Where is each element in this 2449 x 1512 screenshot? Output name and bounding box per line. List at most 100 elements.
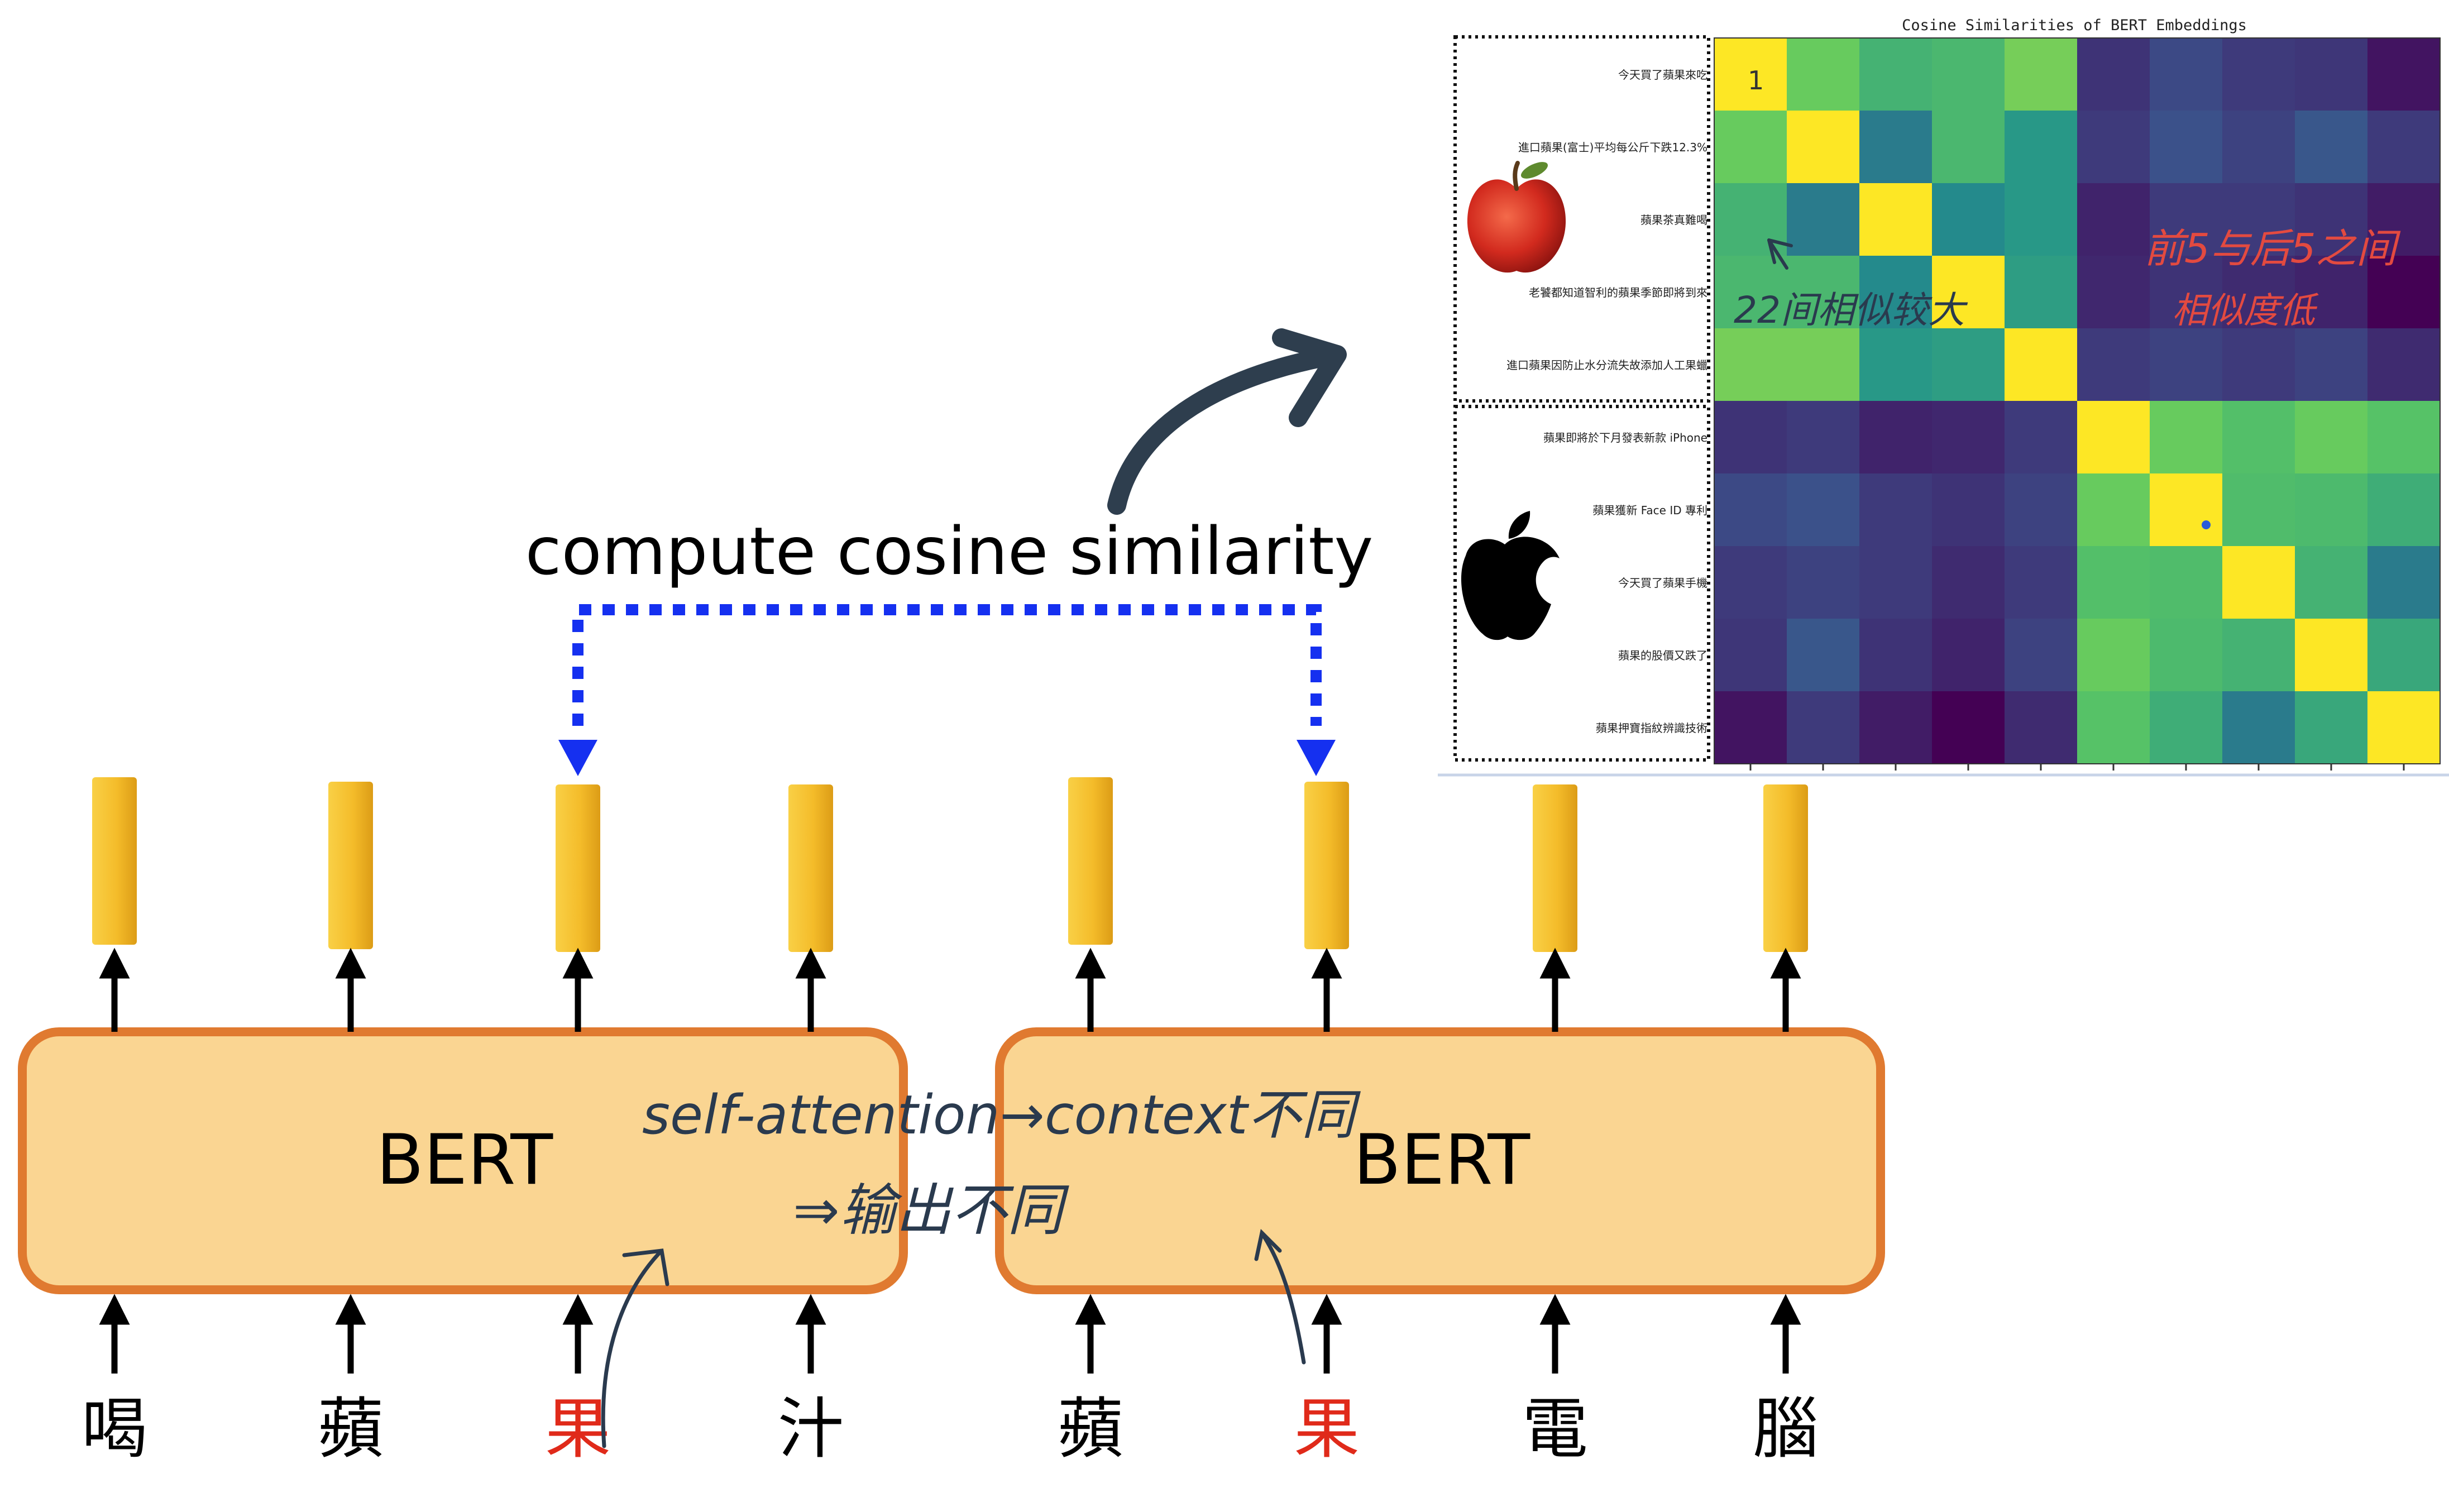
heatmap-cell [1932, 111, 2005, 183]
heatmap-cell [2295, 38, 2367, 111]
heatmap-cell [2222, 619, 2295, 691]
compute-similarity-label: compute cosine similarity [525, 513, 1374, 590]
heatmap-cell [1787, 38, 1859, 111]
annotation-pointer-right [1261, 1233, 1306, 1365]
heatmap-cell [2222, 473, 2295, 546]
heatmap-cell [2367, 328, 2440, 401]
heatmap-cell [1859, 328, 1932, 401]
heatmap-cell [2222, 256, 2295, 328]
heatmap-cells [1714, 38, 2440, 764]
handwritten-annotation: self-attention→context不同 ⇒输出不同 [601, 1084, 1361, 1448]
embedding-bar [328, 782, 373, 949]
heatmap-cell [1714, 691, 1787, 764]
heatmap-cell [2077, 38, 2150, 111]
heatmap-row-label: 今天買了蘋果手機 [1618, 576, 1707, 590]
apple-logo-icon [1461, 511, 1560, 640]
heatmap-cell [2295, 473, 2367, 546]
heatmap-row-label: 蘋果的股價又跌了 [1618, 649, 1707, 662]
heatmap-cell [1859, 691, 1932, 764]
embedding-bar [92, 777, 137, 945]
input-tokens: 喝蘋果汁蘋果電腦 [82, 1390, 1819, 1467]
connector-arrowhead-right [1297, 740, 1336, 776]
heatmap-cell [1932, 546, 2005, 619]
heatmap-cell [2077, 546, 2150, 619]
heatmap-cell [1859, 401, 1932, 473]
heatmap-cell [2150, 473, 2222, 546]
heatmap-row-label: 蘋果茶真難喝 [1640, 213, 1707, 227]
heatmap-cell [1714, 546, 1787, 619]
heatmap-cell [2005, 256, 2077, 328]
input-token: 果 [545, 1390, 611, 1467]
heatmap-cell [1714, 256, 1787, 328]
heatmap-note-right-2: 相似度低 [2172, 290, 2319, 332]
input-token: 電 [1522, 1390, 1588, 1467]
heatmap-cell [2150, 691, 2222, 764]
curved-arrow [1107, 328, 1347, 515]
annotation-line-2: ⇒输出不同 [793, 1178, 1070, 1243]
embedding-bar [1763, 784, 1808, 952]
heatmap-cell [2222, 401, 2295, 473]
heatmap-cell [1859, 256, 1932, 328]
heatmap-cell [1859, 183, 1932, 256]
heatmap-cell [1932, 401, 2005, 473]
heatmap-cell-annotation: 1 [1748, 65, 1764, 95]
heatmap-cell [2077, 473, 2150, 546]
heatmap-cell [2150, 111, 2222, 183]
heatmap-row-label: 今天買了蘋果來吃 [1618, 68, 1707, 82]
heatmap-frame [1714, 37, 2441, 764]
heatmap-cell [2005, 38, 2077, 111]
input-token: 蘋 [318, 1390, 384, 1467]
heatmap-cell [1787, 401, 1859, 473]
input-token: 腦 [1753, 1390, 1819, 1467]
heatmap-cell [1787, 691, 1859, 764]
heatmap-cell [1859, 38, 1932, 111]
apple-fruit-icon [1467, 161, 1566, 273]
heatmap-cell [2077, 183, 2150, 256]
heatmap-cell [1932, 38, 2005, 111]
group-box-fruit [1453, 35, 1710, 403]
heatmap-cell [2367, 111, 2440, 183]
embedding-bar [1304, 782, 1349, 949]
heatmap-cell [1787, 183, 1859, 256]
embedding-bar [556, 784, 600, 952]
heatmap-cell [2150, 328, 2222, 401]
bert-right-label: BERT [1353, 1120, 1531, 1200]
heatmap-cell [1932, 691, 2005, 764]
annotation-pointer-left [601, 1251, 661, 1448]
heatmap-cell [2295, 546, 2367, 619]
heatmap-cell [2295, 619, 2367, 691]
input-token: 果 [1294, 1390, 1360, 1467]
heatmap-cell [1932, 256, 2005, 328]
heatmap-cell [1859, 619, 1932, 691]
heatmap-title: Cosine Similarities of BERT Embeddings [1902, 17, 2247, 34]
heatmap-cell [1714, 111, 1787, 183]
heatmap-cell [1714, 38, 1787, 111]
heatmap-cell [1932, 619, 2005, 691]
heatmap-cell [2077, 691, 2150, 764]
heatmap-note-right-1: 前5与后5之间 [2144, 225, 2401, 272]
heatmap-cell [2077, 256, 2150, 328]
heatmap-row-label: 蘋果即將於下月發表新款 iPhone [1543, 431, 1707, 444]
token-arrows [99, 948, 1801, 1374]
embedding-bar [1068, 777, 1113, 945]
heatmap-cell [2077, 619, 2150, 691]
connector-arrowhead-left [558, 740, 597, 776]
heatmap-cell [2150, 256, 2222, 328]
annotation-line-1: self-attention→context不同 [642, 1084, 1361, 1146]
heatmap-cell [1787, 619, 1859, 691]
heatmap-cell [2367, 183, 2440, 256]
similarity-connector [558, 604, 1336, 776]
heatmap-cell [2077, 111, 2150, 183]
heatmap-cell [1787, 328, 1859, 401]
heatmap-cell [2295, 256, 2367, 328]
heatmap-cell [2005, 111, 2077, 183]
heatmap-row-label: 蘋果獲新 Face ID 專利 [1592, 504, 1707, 517]
heatmap-cell [2150, 38, 2222, 111]
input-token: 蘋 [1058, 1390, 1123, 1467]
heatmap-cell [2367, 546, 2440, 619]
heatmap-cell [1714, 183, 1787, 256]
embedding-bar [788, 784, 833, 952]
heatmap-x-ticks [1749, 764, 2405, 771]
